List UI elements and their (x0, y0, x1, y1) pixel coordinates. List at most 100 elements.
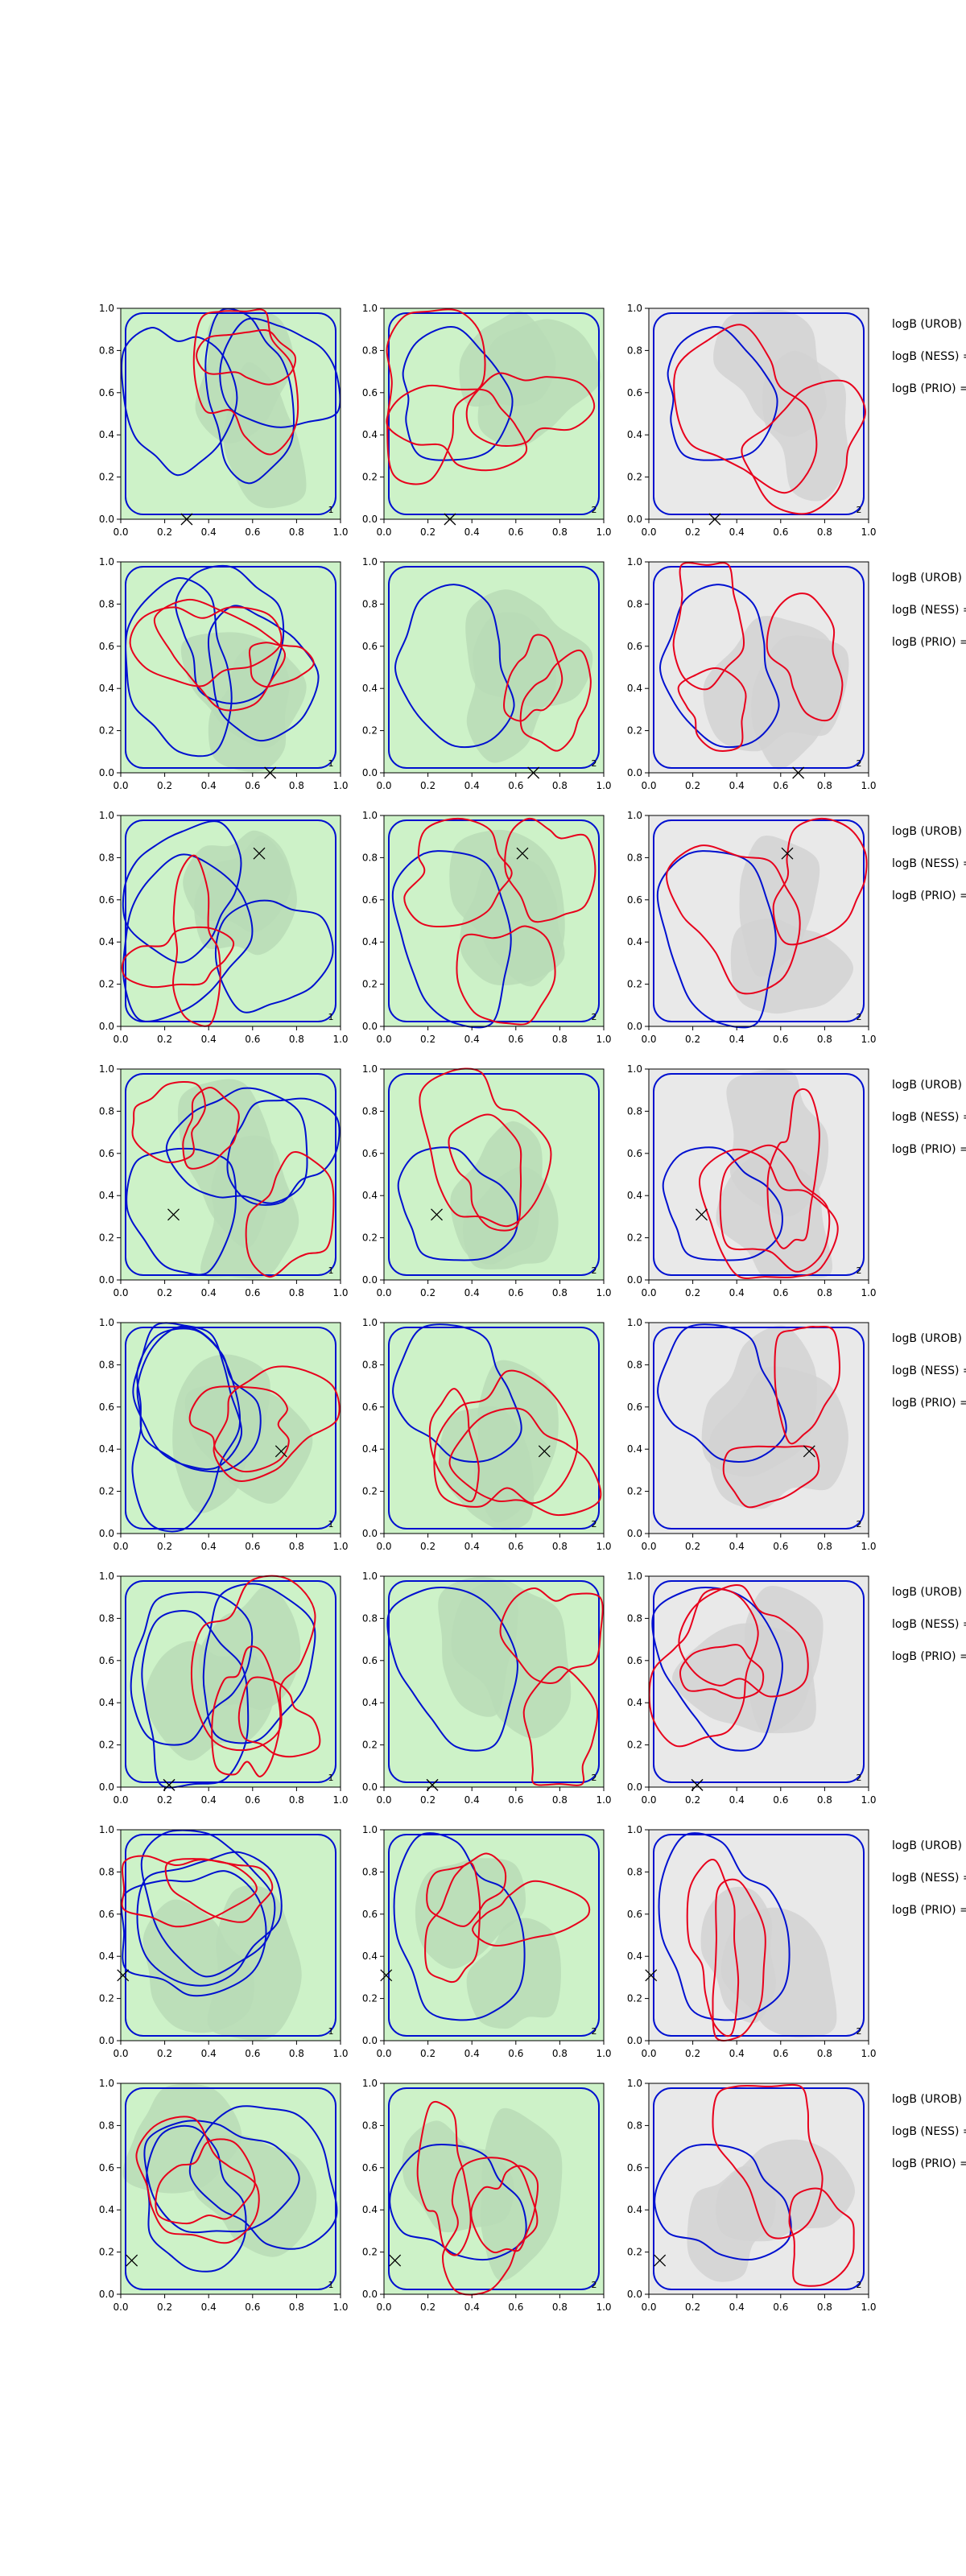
x-tick-label: 1.0 (596, 526, 611, 538)
blue-contour (226, 1097, 341, 1206)
side-label: logB (PRIO) = (892, 1650, 966, 1663)
shaded-region (172, 1354, 270, 1513)
blue-contour (388, 1073, 600, 1276)
axes-frame (648, 815, 869, 1027)
y-tick-label: 0.2 (99, 1740, 114, 1751)
x-tick-label: 1.0 (332, 2048, 348, 2059)
x-tick-label: 0.8 (552, 1541, 568, 1552)
x-tick-label: 0.0 (113, 780, 128, 791)
x-tick-label: 0.2 (685, 1034, 700, 1045)
panel-r7-c2: 0.0 0.2 0.4 0.6 0.8 1.0 0.0 0.2 0.4 0.6 0.8 1.0 2 (362, 1824, 612, 2059)
red-contour (135, 2116, 260, 2244)
blue-contour (657, 1323, 787, 1463)
red-contour (428, 1388, 480, 1503)
axes-frame (648, 561, 869, 774)
x-tick-label: 0.0 (641, 780, 656, 791)
x-tick-label: 1.0 (332, 526, 348, 538)
red-contour (129, 606, 283, 687)
panel-r2-c2: 0.0 0.2 0.4 0.6 0.8 1.0 0.0 0.2 0.4 0.6 0.8 1.0 2 (362, 556, 612, 791)
red-contour (192, 308, 299, 456)
marker-x (167, 1208, 180, 1221)
side-label: logB (NESS) = (892, 604, 966, 617)
red-contour (788, 2187, 855, 2287)
x-tick-label: 0.2 (157, 1034, 172, 1045)
y-tick-label: 0.2 (99, 979, 114, 990)
x-tick-label: 0.2 (157, 1287, 172, 1298)
y-tick-label: 0.2 (99, 725, 114, 737)
blue-contour (397, 1146, 518, 1261)
y-tick-label: 1.0 (99, 810, 114, 821)
blue-contour (122, 820, 242, 964)
red-contour (237, 1676, 321, 1758)
side-label: logB (NESS) = (892, 1111, 966, 1124)
x-tick-label: 1.0 (332, 1794, 348, 1806)
x-tick-label: 0.8 (552, 780, 568, 791)
y-tick-label: 0.0 (627, 2035, 642, 2046)
panel-r2-c1: 0.0 0.2 0.4 0.6 0.8 1.0 0.0 0.2 0.4 0.6 0.8 1.0 1 (99, 556, 349, 791)
x-tick-label: 0.8 (289, 1541, 304, 1552)
axes-frame (120, 1575, 341, 1788)
x-tick-label: 0.6 (508, 1794, 523, 1806)
y-tick-label: 1.0 (362, 1317, 378, 1328)
x-tick-label: 0.6 (773, 1794, 788, 1806)
x-tick-label: 0.8 (289, 1794, 304, 1806)
red-contour (503, 634, 564, 722)
red-contour (712, 2083, 824, 2240)
blue-contour (662, 1146, 783, 1261)
y-tick-label: 0.8 (627, 1866, 642, 1877)
x-tick-label: 0.8 (552, 1287, 568, 1298)
red-contour (522, 1666, 599, 1786)
y-tick-label: 1.0 (627, 1571, 642, 1582)
blue-contour (658, 584, 780, 749)
x-tick-label: 0.2 (685, 526, 700, 538)
x-tick-label: 1.0 (332, 1541, 348, 1552)
marker-x (117, 1969, 130, 1982)
red-contour (196, 328, 296, 386)
y-tick-label: 0.2 (627, 472, 642, 483)
y-tick-label: 0.8 (627, 1105, 642, 1117)
x-tick-label: 0.0 (376, 1287, 391, 1298)
side-label: logB (UROB) = (892, 1839, 966, 1852)
x-tick-label: 0.2 (157, 526, 172, 538)
x-tick-label: 0.0 (376, 2301, 391, 2313)
red-contour (424, 1862, 481, 1984)
shaded-region (183, 830, 292, 933)
panel-r4-c1: 0.0 0.2 0.4 0.6 0.8 1.0 0.0 0.2 0.4 0.6 0.8 1.0 1 (99, 1063, 349, 1298)
blue-contour (125, 2087, 336, 2290)
x-tick-label: 0.4 (464, 1541, 480, 1552)
y-tick-label: 0.0 (99, 767, 114, 778)
y-tick-label: 0.6 (99, 1655, 114, 1666)
red-contour (403, 817, 513, 928)
x-tick-label: 0.4 (201, 1287, 217, 1298)
y-tick-label: 1.0 (362, 556, 378, 568)
axes-frame (648, 1322, 869, 1534)
red-contour (248, 642, 315, 688)
panel-corner-number: 2 (857, 1773, 862, 1783)
x-tick-label: 0.0 (641, 1034, 656, 1045)
shaded-region (730, 918, 854, 1014)
blue-contour (658, 1832, 791, 2021)
y-tick-label: 0.6 (362, 2162, 378, 2174)
side-label: logB (UROB) = (892, 825, 966, 838)
y-tick-label: 0.2 (362, 2247, 378, 2258)
y-tick-label: 0.2 (627, 1232, 642, 1244)
blue-contour (653, 1580, 865, 1783)
axes-frame (648, 1575, 869, 1788)
x-tick-label: 0.4 (729, 526, 745, 538)
x-tick-label: 0.8 (817, 1541, 832, 1552)
panel-r8-c3: 0.0 0.2 0.4 0.6 0.8 1.0 0.0 0.2 0.4 0.6 0.8 1.0 2 (627, 2078, 877, 2313)
shaded-region (687, 2165, 776, 2282)
y-tick-label: 0.8 (362, 1359, 378, 1370)
x-tick-label: 0.6 (773, 1541, 788, 1552)
y-tick-label: 0.0 (362, 1274, 378, 1286)
y-tick-label: 0.2 (362, 1486, 378, 1497)
marker-x (792, 766, 805, 779)
shaded-region (122, 2083, 242, 2194)
x-tick-label: 1.0 (596, 1794, 611, 1806)
blue-contour (125, 1327, 336, 1530)
x-tick-label: 0.6 (773, 1034, 788, 1045)
y-tick-label: 0.4 (362, 2204, 378, 2215)
panel-r3-c2: 0.0 0.2 0.4 0.6 0.8 1.0 0.0 0.2 0.4 0.6 0.8 1.0 2 (362, 810, 612, 1045)
x-tick-label: 0.8 (817, 1034, 832, 1045)
shaded-region (701, 1325, 817, 1477)
